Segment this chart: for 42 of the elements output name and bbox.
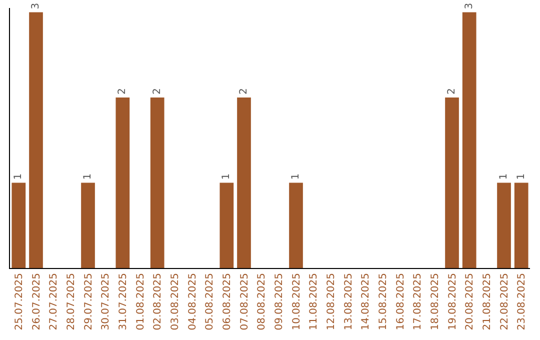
x-tick-label: 19.08.2025 <box>447 273 458 330</box>
x-tick-label: 17.08.2025 <box>412 273 424 330</box>
data-label: 1 <box>516 173 527 180</box>
x-tick-label: 11.08.2025 <box>308 273 320 330</box>
data-label: 3 <box>464 2 475 10</box>
x-tick-label: 22.08.2025 <box>499 273 510 330</box>
x-tick-label: 01.08.2025 <box>135 273 146 330</box>
data-label: 1 <box>13 173 24 180</box>
x-tick-label: 31.07.2025 <box>118 273 129 330</box>
x-tick-label: 09.08.2025 <box>274 273 285 330</box>
x-tick-label: 15.08.2025 <box>378 273 389 330</box>
x-tick-label: 18.08.2025 <box>430 273 441 330</box>
x-tick-label: 28.07.2025 <box>66 273 77 330</box>
x-tick-label: 27.07.2025 <box>48 273 60 330</box>
x-tick-label: 20.08.2025 <box>464 273 476 330</box>
data-label: 2 <box>238 88 250 95</box>
x-tick-label: 10.08.2025 <box>291 273 302 330</box>
data-label: 3 <box>30 2 42 10</box>
data-label: 1 <box>498 173 510 180</box>
data-label: 1 <box>82 173 94 180</box>
x-tick-label: 12.08.2025 <box>326 273 337 330</box>
x-tick-label: 23.08.2025 <box>516 273 528 330</box>
x-tick-label: 04.08.2025 <box>187 273 198 330</box>
x-tick-label: 14.08.2025 <box>360 273 372 330</box>
x-tick-label: 30.07.2025 <box>100 273 112 330</box>
x-tick-label: 29.07.2025 <box>83 273 94 330</box>
x-tick-label: 21.08.2025 <box>482 273 493 330</box>
x-tick-label: 08.08.2025 <box>256 273 268 330</box>
x-tick-label: 13.08.2025 <box>343 273 354 330</box>
x-tick-label: 25.07.2025 <box>14 273 25 330</box>
x-tick-label: 03.08.2025 <box>170 273 181 330</box>
x-tick-label: 16.08.2025 <box>395 273 406 330</box>
x-tick-label: 06.08.2025 <box>222 273 233 330</box>
data-label: 1 <box>290 173 302 180</box>
data-label: 2 <box>446 88 458 95</box>
data-label: 2 <box>117 88 128 95</box>
x-tick-label: 26.07.2025 <box>31 273 42 330</box>
x-tick-label: 07.08.2025 <box>239 273 250 330</box>
x-tick-label: 02.08.2025 <box>152 273 164 330</box>
data-label: 1 <box>221 173 232 180</box>
data-label: 2 <box>152 88 163 95</box>
x-tick-label: 05.08.2025 <box>204 273 216 330</box>
